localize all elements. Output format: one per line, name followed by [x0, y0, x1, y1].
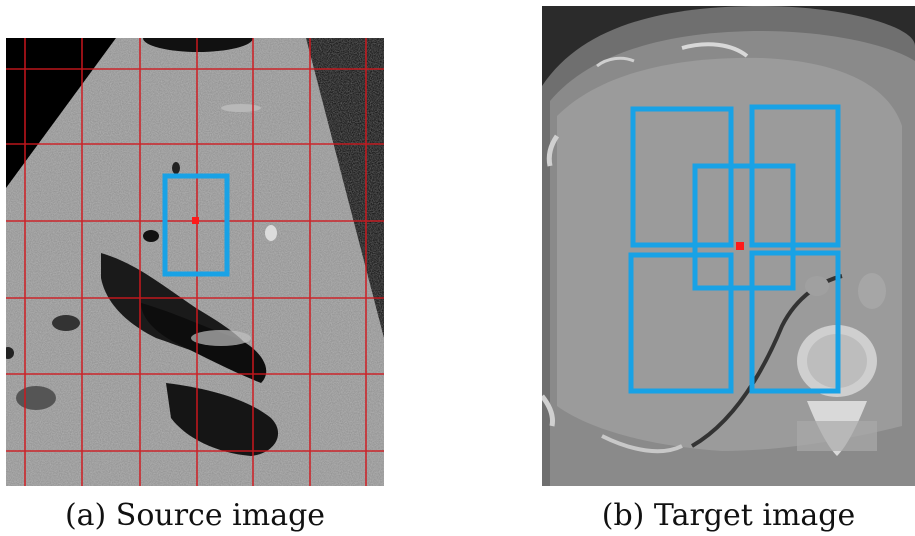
target-box-center [692, 163, 796, 291]
registration-grid [6, 38, 384, 486]
target-ct-image [542, 6, 915, 486]
source-ultrasound-image [6, 38, 384, 486]
target-image-panel [542, 6, 915, 486]
target-patch-boxes [628, 104, 841, 394]
target-image-caption: (b) Target image [601, 498, 856, 533]
source-image-caption: (a) Source image [64, 498, 326, 533]
target-box-bottom-left [628, 252, 734, 394]
target-box-top-left [630, 106, 734, 248]
source-patch-box [162, 173, 230, 277]
target-marker-point [736, 242, 744, 250]
source-marker-point [192, 217, 199, 224]
source-image-panel [6, 38, 384, 486]
